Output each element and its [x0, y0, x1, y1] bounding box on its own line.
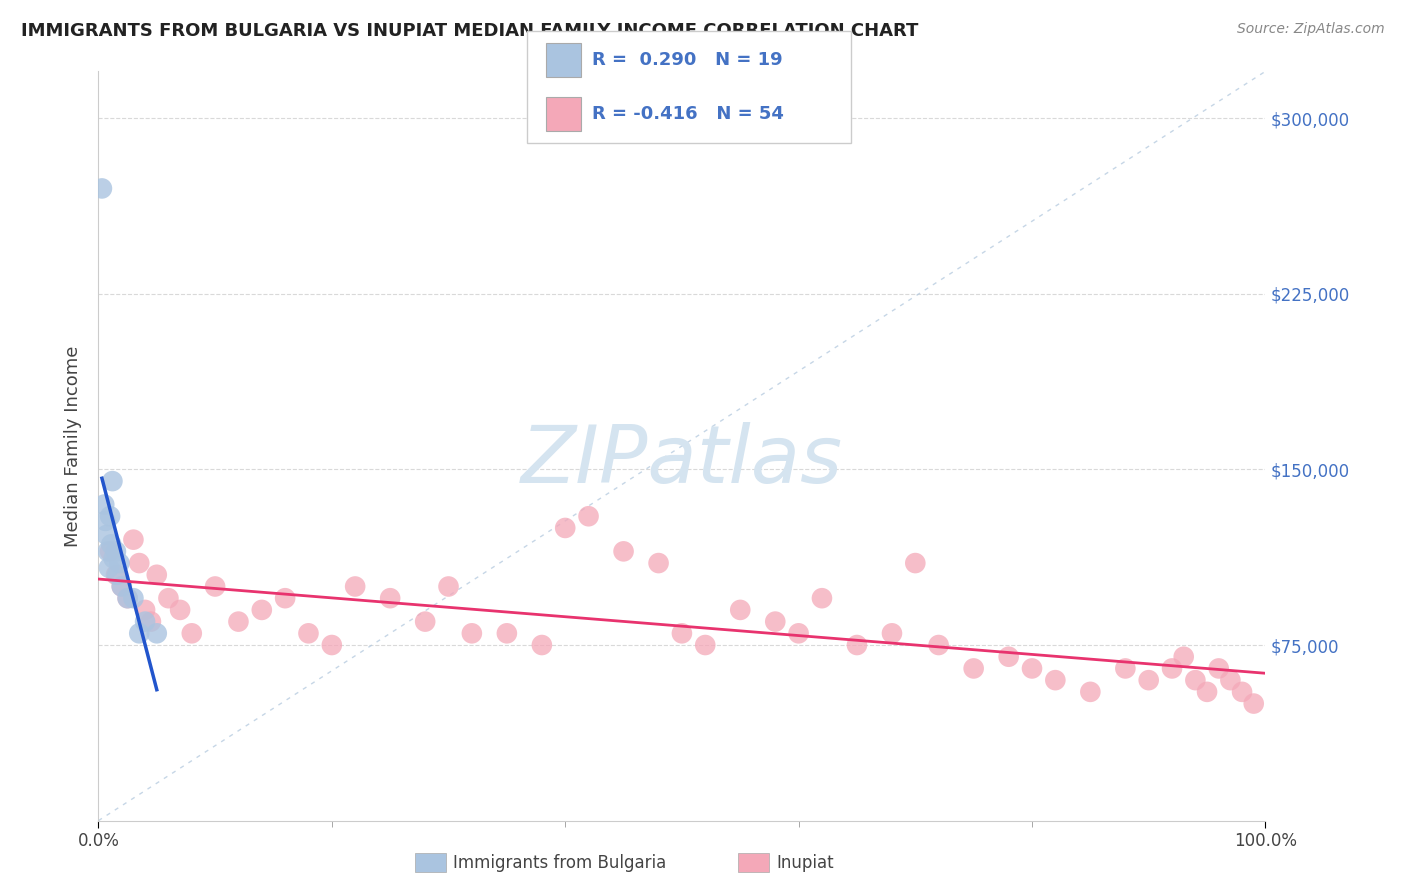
Point — [100, 537, 122, 551]
Point — [134, 603, 156, 617]
Point — [101, 474, 124, 488]
Point — [730, 603, 752, 617]
Point — [103, 551, 125, 566]
Point — [104, 567, 127, 582]
Point — [997, 649, 1019, 664]
Point — [344, 580, 367, 594]
Text: Source: ZipAtlas.com: Source: ZipAtlas.com — [1237, 22, 1385, 37]
Point — [122, 533, 145, 547]
Point — [228, 615, 250, 629]
Point — [111, 580, 134, 594]
Point — [811, 591, 834, 606]
Point — [647, 556, 669, 570]
Point — [122, 591, 145, 606]
Point — [904, 556, 927, 570]
Point — [146, 567, 169, 582]
Point — [98, 509, 121, 524]
Text: Immigrants from Bulgaria: Immigrants from Bulgaria — [453, 854, 666, 871]
Point — [413, 615, 436, 629]
Point — [1021, 661, 1043, 675]
Point — [157, 591, 180, 606]
Point — [695, 638, 717, 652]
Point — [93, 498, 115, 512]
Point — [146, 626, 169, 640]
Point — [1219, 673, 1241, 688]
Text: ZIPatlas: ZIPatlas — [520, 422, 844, 500]
Point — [117, 591, 139, 606]
Point — [297, 626, 319, 640]
Point — [274, 591, 297, 606]
Point — [128, 556, 150, 570]
Point — [928, 638, 950, 652]
Point — [204, 580, 226, 594]
Point — [1243, 697, 1265, 711]
Point — [128, 626, 150, 640]
Point — [321, 638, 343, 652]
Point — [461, 626, 484, 640]
Point — [763, 615, 786, 629]
Point — [97, 561, 120, 575]
Point — [169, 603, 191, 617]
Point — [90, 181, 112, 195]
Point — [1184, 673, 1206, 688]
Point — [108, 556, 131, 570]
Point — [612, 544, 634, 558]
Point — [96, 528, 118, 542]
Point — [98, 544, 121, 558]
Point — [97, 544, 120, 558]
Point — [1197, 685, 1219, 699]
Point — [671, 626, 693, 640]
Point — [104, 544, 127, 558]
Point — [1080, 685, 1102, 699]
Point — [530, 638, 553, 652]
Point — [134, 615, 156, 629]
Point — [787, 626, 810, 640]
Point — [437, 580, 460, 594]
Point — [180, 626, 202, 640]
Point — [1114, 661, 1136, 675]
Point — [1208, 661, 1230, 675]
Point — [496, 626, 519, 640]
Point — [139, 615, 162, 629]
Point — [554, 521, 576, 535]
Text: R =  0.290   N = 19: R = 0.290 N = 19 — [592, 51, 783, 69]
Point — [962, 661, 984, 675]
Text: IMMIGRANTS FROM BULGARIA VS INUPIAT MEDIAN FAMILY INCOME CORRELATION CHART: IMMIGRANTS FROM BULGARIA VS INUPIAT MEDI… — [21, 22, 918, 40]
Point — [846, 638, 869, 652]
Point — [1173, 649, 1195, 664]
Point — [250, 603, 273, 617]
Point — [578, 509, 600, 524]
Point — [1230, 685, 1253, 699]
Text: R = -0.416   N = 54: R = -0.416 N = 54 — [592, 105, 783, 123]
Point — [117, 591, 139, 606]
Point — [1161, 661, 1184, 675]
Point — [1137, 673, 1160, 688]
Point — [380, 591, 402, 606]
Point — [94, 514, 117, 528]
Point — [105, 567, 128, 582]
Point — [1045, 673, 1067, 688]
Y-axis label: Median Family Income: Median Family Income — [63, 345, 82, 547]
Point — [880, 626, 903, 640]
Point — [111, 580, 134, 594]
Text: Inupiat: Inupiat — [776, 854, 834, 871]
